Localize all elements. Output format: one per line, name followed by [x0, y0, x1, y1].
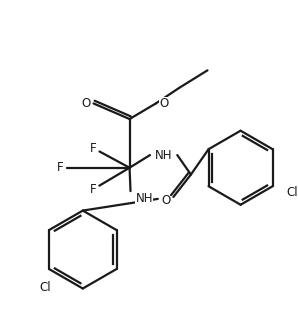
Text: F: F [57, 161, 64, 174]
Text: NH: NH [135, 192, 153, 205]
Text: O: O [159, 97, 168, 110]
Text: Cl: Cl [286, 186, 298, 198]
Text: NH: NH [155, 149, 172, 162]
Text: Cl: Cl [39, 281, 51, 294]
Text: O: O [161, 194, 170, 207]
Text: F: F [90, 183, 97, 196]
Text: F: F [90, 142, 97, 155]
Text: O: O [81, 97, 90, 110]
